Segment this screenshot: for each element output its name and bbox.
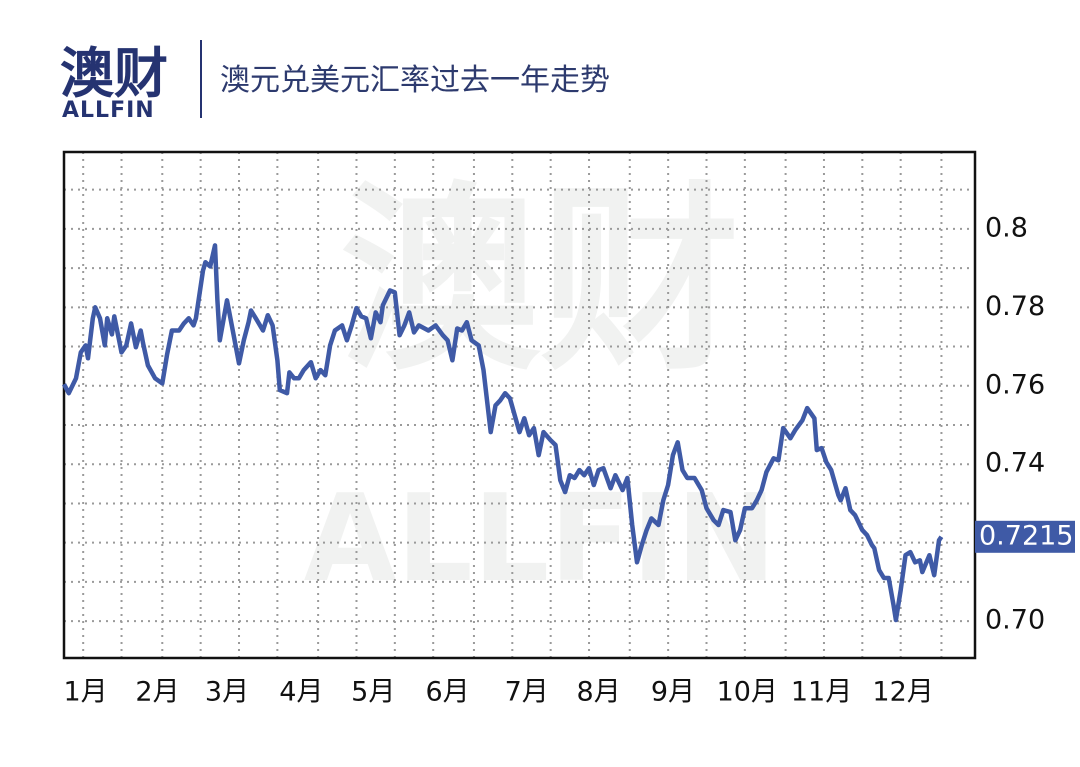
- x-tick-label: 9月: [651, 677, 695, 708]
- x-tick-label: 8月: [577, 677, 621, 708]
- plot-frame: [62, 150, 977, 660]
- x-tick-label: 6月: [425, 677, 469, 708]
- grid: [64, 152, 975, 658]
- x-tick-label: 5月: [351, 677, 395, 708]
- x-tick-label: 11月: [791, 677, 852, 708]
- line: [62, 243, 944, 623]
- x-tick-label: 3月: [205, 677, 249, 708]
- logo: 澳财: [60, 42, 168, 105]
- chart-title: 澳元兑美元汇率过去一年走势: [220, 63, 610, 98]
- y-tick-label: 0.70: [985, 605, 1045, 636]
- x-tick-label: 1月: [63, 677, 107, 708]
- current-value-box: [975, 520, 1075, 553]
- y-tick-label: 0.8: [985, 212, 1028, 243]
- watermark-name: ALLFIN: [304, 470, 777, 609]
- current-value-label: 0.7215: [979, 520, 1073, 551]
- brand-name: ALLFIN: [62, 98, 155, 123]
- y-tick-label: 0.78: [985, 291, 1045, 322]
- x-tick-label: 7月: [505, 677, 549, 708]
- x-tick-label: 2月: [135, 677, 179, 708]
- y-tick-label: 0.74: [985, 448, 1045, 479]
- x-tick-label: 12月: [872, 677, 933, 708]
- watermark-logo: 澳财: [340, 165, 740, 398]
- x-tick-label: 10月: [717, 677, 778, 708]
- x-tick-label: 4月: [279, 677, 323, 708]
- y-tick-label: 0.76: [985, 369, 1045, 400]
